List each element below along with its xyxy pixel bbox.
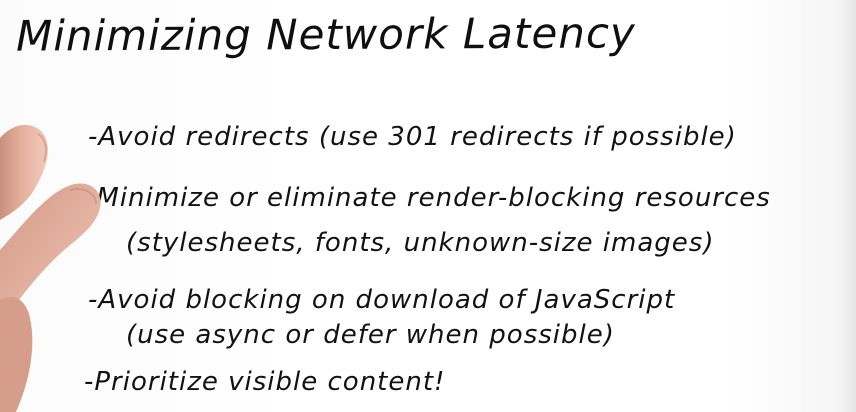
- bullet-js-blocking-detail: (use async or defer when possible): [126, 320, 615, 350]
- edge-shade: [838, 0, 856, 412]
- bullet-render-blocking-detail: (stylesheets, fonts, unknown-size images…: [126, 228, 715, 258]
- finger-pointing: [0, 183, 101, 324]
- bullet-prioritize-visible: -Prioritize visible content!: [84, 367, 446, 397]
- bullet-minimize-render-blocking: -Minimize or eliminate render-blocking r…: [86, 183, 771, 213]
- bullet-avoid-redirects: -Avoid redirects (use 301 redirects if p…: [88, 122, 737, 152]
- hand-base: [0, 296, 33, 412]
- finger-upper: [0, 124, 48, 220]
- bullet-avoid-js-blocking: -Avoid blocking on download of JavaScrip…: [88, 285, 676, 315]
- presenter-hand: [0, 124, 101, 412]
